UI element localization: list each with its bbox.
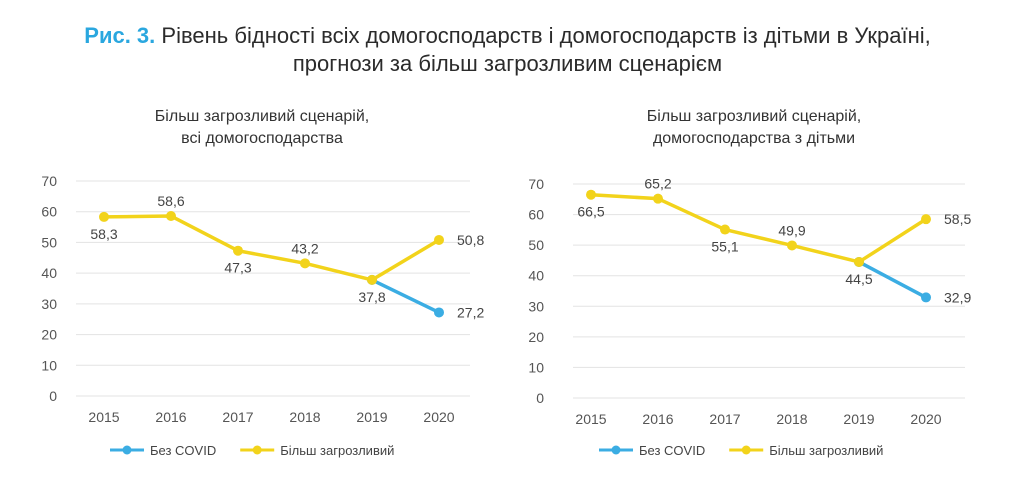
- chart2-title-line: домогосподарства з дітьми: [653, 130, 855, 147]
- chart2-ytick-label: 70: [528, 176, 544, 192]
- chart1-data-label: 27,2: [457, 304, 484, 320]
- chart2-series-point-1: [854, 256, 864, 267]
- chart1-legend-label: Без COVID: [150, 443, 216, 458]
- chart2-xtick-label: 2018: [776, 411, 807, 427]
- chart2-ytick-label: 10: [528, 359, 544, 375]
- chart1-ytick-label: 30: [41, 296, 57, 312]
- chart1-series-line-0: [370, 278, 441, 315]
- chart2-data-label: 66,5: [577, 204, 604, 220]
- chart1-ytick-label: 20: [41, 327, 57, 343]
- chart1-title-line: всі домогосподарства: [181, 130, 343, 147]
- chart1-series-point-1: [233, 245, 243, 256]
- chart1-xtick-label: 2018: [289, 409, 320, 425]
- chart2-ytick-label: 60: [528, 207, 544, 223]
- chart2-series-line-1: [589, 192, 928, 264]
- chart1-data-label: 37,8: [358, 289, 385, 305]
- chart2-xtick-label: 2019: [843, 411, 874, 427]
- chart2-legend-label: Більш загрозливий: [769, 443, 883, 458]
- chart2-title-line: Більш загрозливий сценарій,: [647, 108, 861, 125]
- chart1-legend-swatch-marker: [252, 445, 262, 455]
- chart-households-with-children: Більш загрозливий сценарій, домогосподарс…: [507, 98, 1015, 495]
- chart2-series-point-0: [921, 292, 931, 303]
- chart2-ytick-label: 50: [528, 237, 544, 253]
- chart-all-households: Більш загрозливий сценарій, всі домогоспо…: [0, 98, 507, 495]
- chart2-series-point-1: [653, 193, 663, 204]
- chart2-data-label: 65,2: [644, 176, 671, 192]
- chart2-series-point-1: [921, 214, 931, 225]
- chart2-data-label: 58,5: [944, 211, 971, 227]
- chart2-legend-swatch-marker: [611, 445, 621, 455]
- chart2-data-label: 44,5: [845, 271, 872, 287]
- chart1-xtick-label: 2015: [88, 409, 119, 425]
- chart1-data-label: 58,3: [90, 226, 117, 242]
- chart1-ytick-label: 40: [41, 265, 57, 281]
- figure-title: Рис. 3. Рівень бідності всіх домогоспода…: [0, 22, 1015, 78]
- chart-households-with-children-svg: Більш загрозливий сценарій, домогосподарс…: [528, 108, 971, 458]
- chart1-legend-label: Більш загрозливий: [280, 443, 394, 458]
- chart1-xtick-label: 2016: [155, 409, 186, 425]
- chart1-data-label: 58,6: [157, 193, 184, 209]
- chart1-series-point-1: [367, 274, 377, 285]
- chart1-xtick-label: 2019: [356, 409, 387, 425]
- chart1-data-label: 50,8: [457, 232, 484, 248]
- chart2-data-label: 55,1: [711, 239, 738, 255]
- chart2-data-label: 32,9: [944, 289, 971, 305]
- chart2-ytick-label: 40: [528, 268, 544, 284]
- chart2-series-point-1: [586, 189, 596, 200]
- figure-title-line1: Рис. 3. Рівень бідності всіх домогоспода…: [0, 22, 1015, 50]
- chart1-xtick-label: 2020: [423, 409, 454, 425]
- chart2-legend-swatch-marker: [741, 445, 751, 455]
- chart2-series-point-1: [787, 240, 797, 251]
- chart1-ytick-label: 50: [41, 234, 57, 250]
- chart1-ytick-label: 60: [41, 204, 57, 220]
- chart1-ytick-label: 70: [41, 173, 57, 189]
- figure-title-text: Рівень бідності всіх домогосподарств і д…: [161, 23, 931, 48]
- chart1-data-label: 47,3: [224, 260, 251, 276]
- chart1-legend-swatch-marker: [122, 445, 132, 455]
- chart1-ytick-label: 10: [41, 357, 57, 373]
- chart2-data-label: 49,9: [778, 222, 805, 238]
- chart2-xtick-label: 2020: [910, 411, 941, 427]
- chart2-ytick-label: 0: [536, 390, 544, 406]
- chart1-series-point-1: [166, 211, 176, 222]
- chart1-title-line: Більш загрозливий сценарій,: [155, 108, 369, 125]
- chart1-data-label: 43,2: [291, 240, 318, 256]
- chart1-series-point-1: [99, 211, 109, 222]
- chart2-xtick-label: 2017: [709, 411, 740, 427]
- figure-label: Рис. 3.: [84, 23, 156, 48]
- chart2-xtick-label: 2015: [575, 411, 606, 427]
- chart1-series-point-0: [434, 307, 444, 318]
- chart1-series-point-1: [434, 234, 444, 245]
- chart2-xtick-label: 2016: [642, 411, 673, 427]
- chart2-ytick-label: 30: [528, 298, 544, 314]
- chart1-ytick-label: 0: [49, 388, 57, 404]
- chart1-series-point-1: [300, 258, 310, 269]
- chart-all-households-svg: Більш загрозливий сценарій, всі домогоспо…: [41, 108, 484, 458]
- chart2-legend-label: Без COVID: [639, 443, 705, 458]
- chart2-series-point-1: [720, 224, 730, 235]
- chart2-series-line-0: [857, 260, 928, 300]
- figure-title-line2: прогнози за більш загрозливим сценарієм: [292, 51, 723, 76]
- chart2-ytick-label: 20: [528, 329, 544, 345]
- chart1-xtick-label: 2017: [222, 409, 253, 425]
- chart1-series-line-1: [102, 214, 441, 282]
